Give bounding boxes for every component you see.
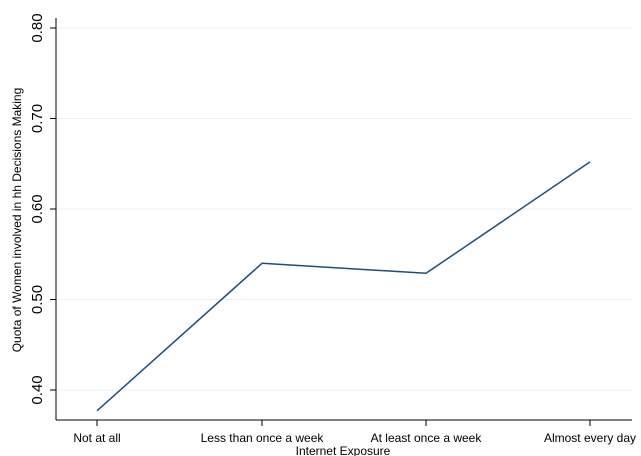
series-line — [96, 161, 591, 412]
y-tick-label: 0.40 — [29, 375, 46, 404]
y-tick-label: 0.70 — [29, 104, 46, 133]
series-lines — [96, 161, 591, 412]
x-tick-label: Not at all — [73, 431, 120, 445]
x-axis-ticks: Not at all Less than once a week At least … — [73, 420, 636, 445]
y-tick-label: 0.50 — [29, 285, 46, 314]
x-tick-label: Almost every day — [544, 431, 636, 445]
y-axis-title: Quota of Women involved in hh Decisions … — [10, 88, 24, 353]
x-tick-label: Less than once a week — [201, 431, 325, 445]
x-tick-label: At least once a week — [371, 431, 483, 445]
y-axis-ticks: 0.40 0.50 0.60 0.70 0.80 — [29, 13, 56, 405]
x-axis-title: Internet Exposure — [296, 444, 391, 456]
y-tick-label: 0.60 — [29, 194, 46, 223]
grid-lines — [57, 27, 632, 391]
y-tick-label: 0.80 — [29, 13, 46, 42]
